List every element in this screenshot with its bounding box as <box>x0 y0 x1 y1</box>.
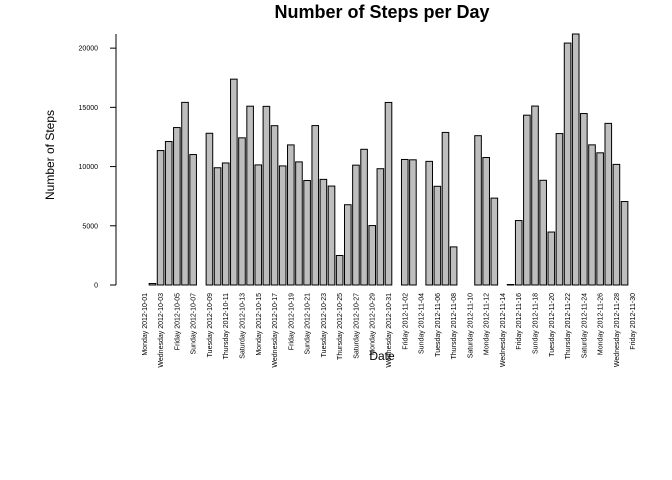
bar <box>596 152 604 286</box>
x-tick-label: Tuesday 2012-10-09 <box>207 293 214 357</box>
bar <box>173 127 181 286</box>
bar <box>246 105 254 286</box>
x-tick-label: Monday 2012-10-29 <box>370 293 377 356</box>
x-tick-label: Saturday 2012-10-27 <box>353 293 360 359</box>
x-tick-label: Monday 2012-11-26 <box>598 293 605 355</box>
bar <box>156 150 165 286</box>
x-tick-label: Tuesday 2012-11-06 <box>435 293 442 357</box>
bar <box>213 167 222 286</box>
y-axis-ticks: 0 5000 10000 15000 20000 <box>79 46 116 290</box>
bar <box>148 283 157 286</box>
x-tick-label: Monday 2012-10-15 <box>256 293 263 356</box>
x-tick-label: Friday 2012-10-05 <box>174 293 181 350</box>
bar <box>580 113 588 286</box>
x-tick-label: Wednesday 2012-10-31 <box>386 293 393 368</box>
bar <box>433 185 442 286</box>
bar <box>441 131 450 286</box>
y-tick-label: 5000 <box>82 223 98 230</box>
bar <box>531 105 539 286</box>
x-tick-label: Saturday 2012-10-13 <box>239 293 246 359</box>
bar <box>539 179 547 286</box>
bar <box>376 168 385 286</box>
bar <box>319 178 328 286</box>
bar <box>311 125 320 286</box>
x-tick-label: Saturday 2012-11-10 <box>467 293 474 358</box>
x-tick-label: Monday 2012-10-01 <box>142 293 149 356</box>
y-tick-label: 0 <box>94 283 98 290</box>
bar <box>555 133 564 286</box>
bar <box>352 164 360 286</box>
bar <box>588 144 596 286</box>
bar <box>181 101 189 286</box>
bar <box>327 185 336 286</box>
bar <box>384 101 393 286</box>
y-axis-label: Number of Steps <box>43 110 57 200</box>
bar <box>303 180 311 286</box>
x-tick-label: Wednesday 2012-10-03 <box>158 293 165 368</box>
x-tick-label: Friday 2012-10-19 <box>288 293 295 350</box>
x-tick-label: Friday 2012-11-16 <box>516 293 523 350</box>
y-tick-label: 20000 <box>79 46 99 53</box>
bar <box>287 144 295 286</box>
bar <box>400 158 409 286</box>
bar <box>238 137 246 286</box>
x-tick-label: Sunday 2012-10-07 <box>191 293 198 355</box>
bar <box>449 246 458 286</box>
bar <box>612 163 621 286</box>
bar <box>205 132 214 286</box>
y-tick-label: 10000 <box>79 164 99 171</box>
x-tick-label: Friday 2012-11-30 <box>630 293 637 350</box>
bar <box>221 162 230 286</box>
bar <box>620 201 629 286</box>
bar <box>523 114 531 286</box>
bar <box>409 159 417 286</box>
x-tick-label: Sunday 2012-11-18 <box>533 293 540 354</box>
x-tick-label: Thursday 2012-11-22 <box>565 293 572 360</box>
bar <box>547 231 556 286</box>
bar <box>164 141 173 286</box>
bar <box>189 154 197 286</box>
x-tick-label: Wednesday 2012-11-28 <box>614 293 621 367</box>
bar <box>335 254 344 286</box>
bar <box>482 157 490 286</box>
x-tick-label: Wednesday 2012-11-14 <box>500 293 507 367</box>
bar <box>563 42 572 286</box>
bar <box>474 135 482 286</box>
x-tick-label: Sunday 2012-10-21 <box>305 293 312 355</box>
bar-series <box>148 33 629 286</box>
bar <box>254 164 263 286</box>
x-tick-label: Thursday 2012-10-11 <box>223 293 230 360</box>
x-tick-label: Tuesday 2012-10-23 <box>321 293 328 357</box>
bar <box>514 220 523 286</box>
x-axis-tick-labels: Monday 2012-10-01 Wednesday 2012-10-03 Fri… <box>142 293 637 368</box>
chart-title: Number of Steps per Day <box>274 2 489 22</box>
x-axis-label: Date <box>369 349 395 363</box>
bar <box>278 165 287 286</box>
bar <box>571 33 580 286</box>
bar <box>368 225 377 286</box>
bar <box>230 78 238 286</box>
x-tick-label: Thursday 2012-10-25 <box>337 293 344 360</box>
bar <box>360 148 368 286</box>
bar <box>262 105 271 286</box>
x-tick-label: Wednesday 2012-10-17 <box>272 293 279 368</box>
x-tick-label: Friday 2012-11-02 <box>402 293 409 350</box>
bar <box>295 161 303 286</box>
x-tick-label: Saturday 2012-11-24 <box>581 293 588 358</box>
bar <box>490 197 499 286</box>
x-tick-label: Sunday 2012-11-04 <box>419 293 426 354</box>
x-tick-label: Monday 2012-11-12 <box>484 293 491 355</box>
x-tick-label: Tuesday 2012-11-20 <box>549 293 556 357</box>
bar <box>270 125 279 286</box>
bar <box>506 284 515 286</box>
bar <box>425 160 433 286</box>
x-tick-label: Thursday 2012-11-08 <box>451 293 458 360</box>
bar <box>344 204 352 286</box>
bar <box>604 122 613 286</box>
y-tick-label: 15000 <box>79 105 99 112</box>
